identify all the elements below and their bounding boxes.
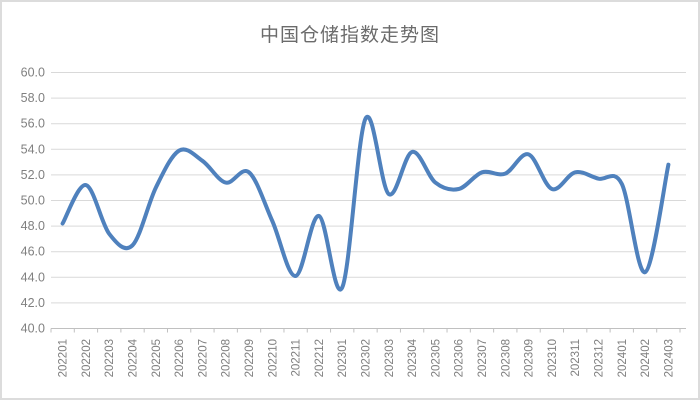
x-tick-label: 202401 <box>617 339 629 377</box>
x-tick-label: 202402 <box>640 339 652 377</box>
x-tick-label: 202207 <box>197 339 209 377</box>
y-tick-label: 44.0 <box>21 270 45 284</box>
x-tick-label: 202310 <box>547 339 559 377</box>
x-tick-label: 202303 <box>384 339 396 377</box>
y-tick-label: 52.0 <box>21 168 45 182</box>
y-tick-label: 60.0 <box>21 66 45 80</box>
y-tick-label: 40.0 <box>21 322 45 336</box>
y-tick-label: 54.0 <box>21 142 45 156</box>
x-tick-label: 202302 <box>361 339 373 377</box>
x-tick-label: 202212 <box>314 339 326 377</box>
x-tick-label: 202204 <box>128 338 140 377</box>
chart-title: 中国仓储指数走势图 <box>259 24 440 46</box>
x-tick-label: 202301 <box>337 339 349 377</box>
x-tick-label: 202309 <box>524 339 536 377</box>
y-tick-label: 46.0 <box>21 245 45 259</box>
x-tick-label: 202205 <box>151 339 163 377</box>
x-tick-label: 202209 <box>244 339 256 377</box>
y-tick-label: 56.0 <box>21 117 45 131</box>
y-tick-label: 50.0 <box>21 194 45 208</box>
x-tick-label: 202308 <box>500 339 512 377</box>
index-line <box>60 114 671 292</box>
x-tick-label: 202312 <box>593 339 605 377</box>
x-tick-label: 202211 <box>291 339 303 377</box>
x-tick-label: 202304 <box>407 338 419 377</box>
x-tick-label: 202307 <box>477 339 489 377</box>
x-tick-label: 202202 <box>81 339 93 377</box>
y-tick-label: 42.0 <box>21 296 45 310</box>
x-tick-label: 202210 <box>267 339 279 377</box>
x-tick-label: 202208 <box>221 339 233 377</box>
x-tick-label: 202206 <box>174 339 186 377</box>
x-tick-label: 202203 <box>104 339 116 377</box>
x-tick-label: 202403 <box>663 339 675 377</box>
y-tick-label: 58.0 <box>21 91 45 105</box>
x-tick-label: 202305 <box>430 339 442 377</box>
x-tick-label: 202201 <box>58 339 70 377</box>
y-tick-label: 48.0 <box>21 219 45 233</box>
x-tick-label: 202306 <box>454 339 466 377</box>
x-tick-label: 202311 <box>570 339 582 377</box>
